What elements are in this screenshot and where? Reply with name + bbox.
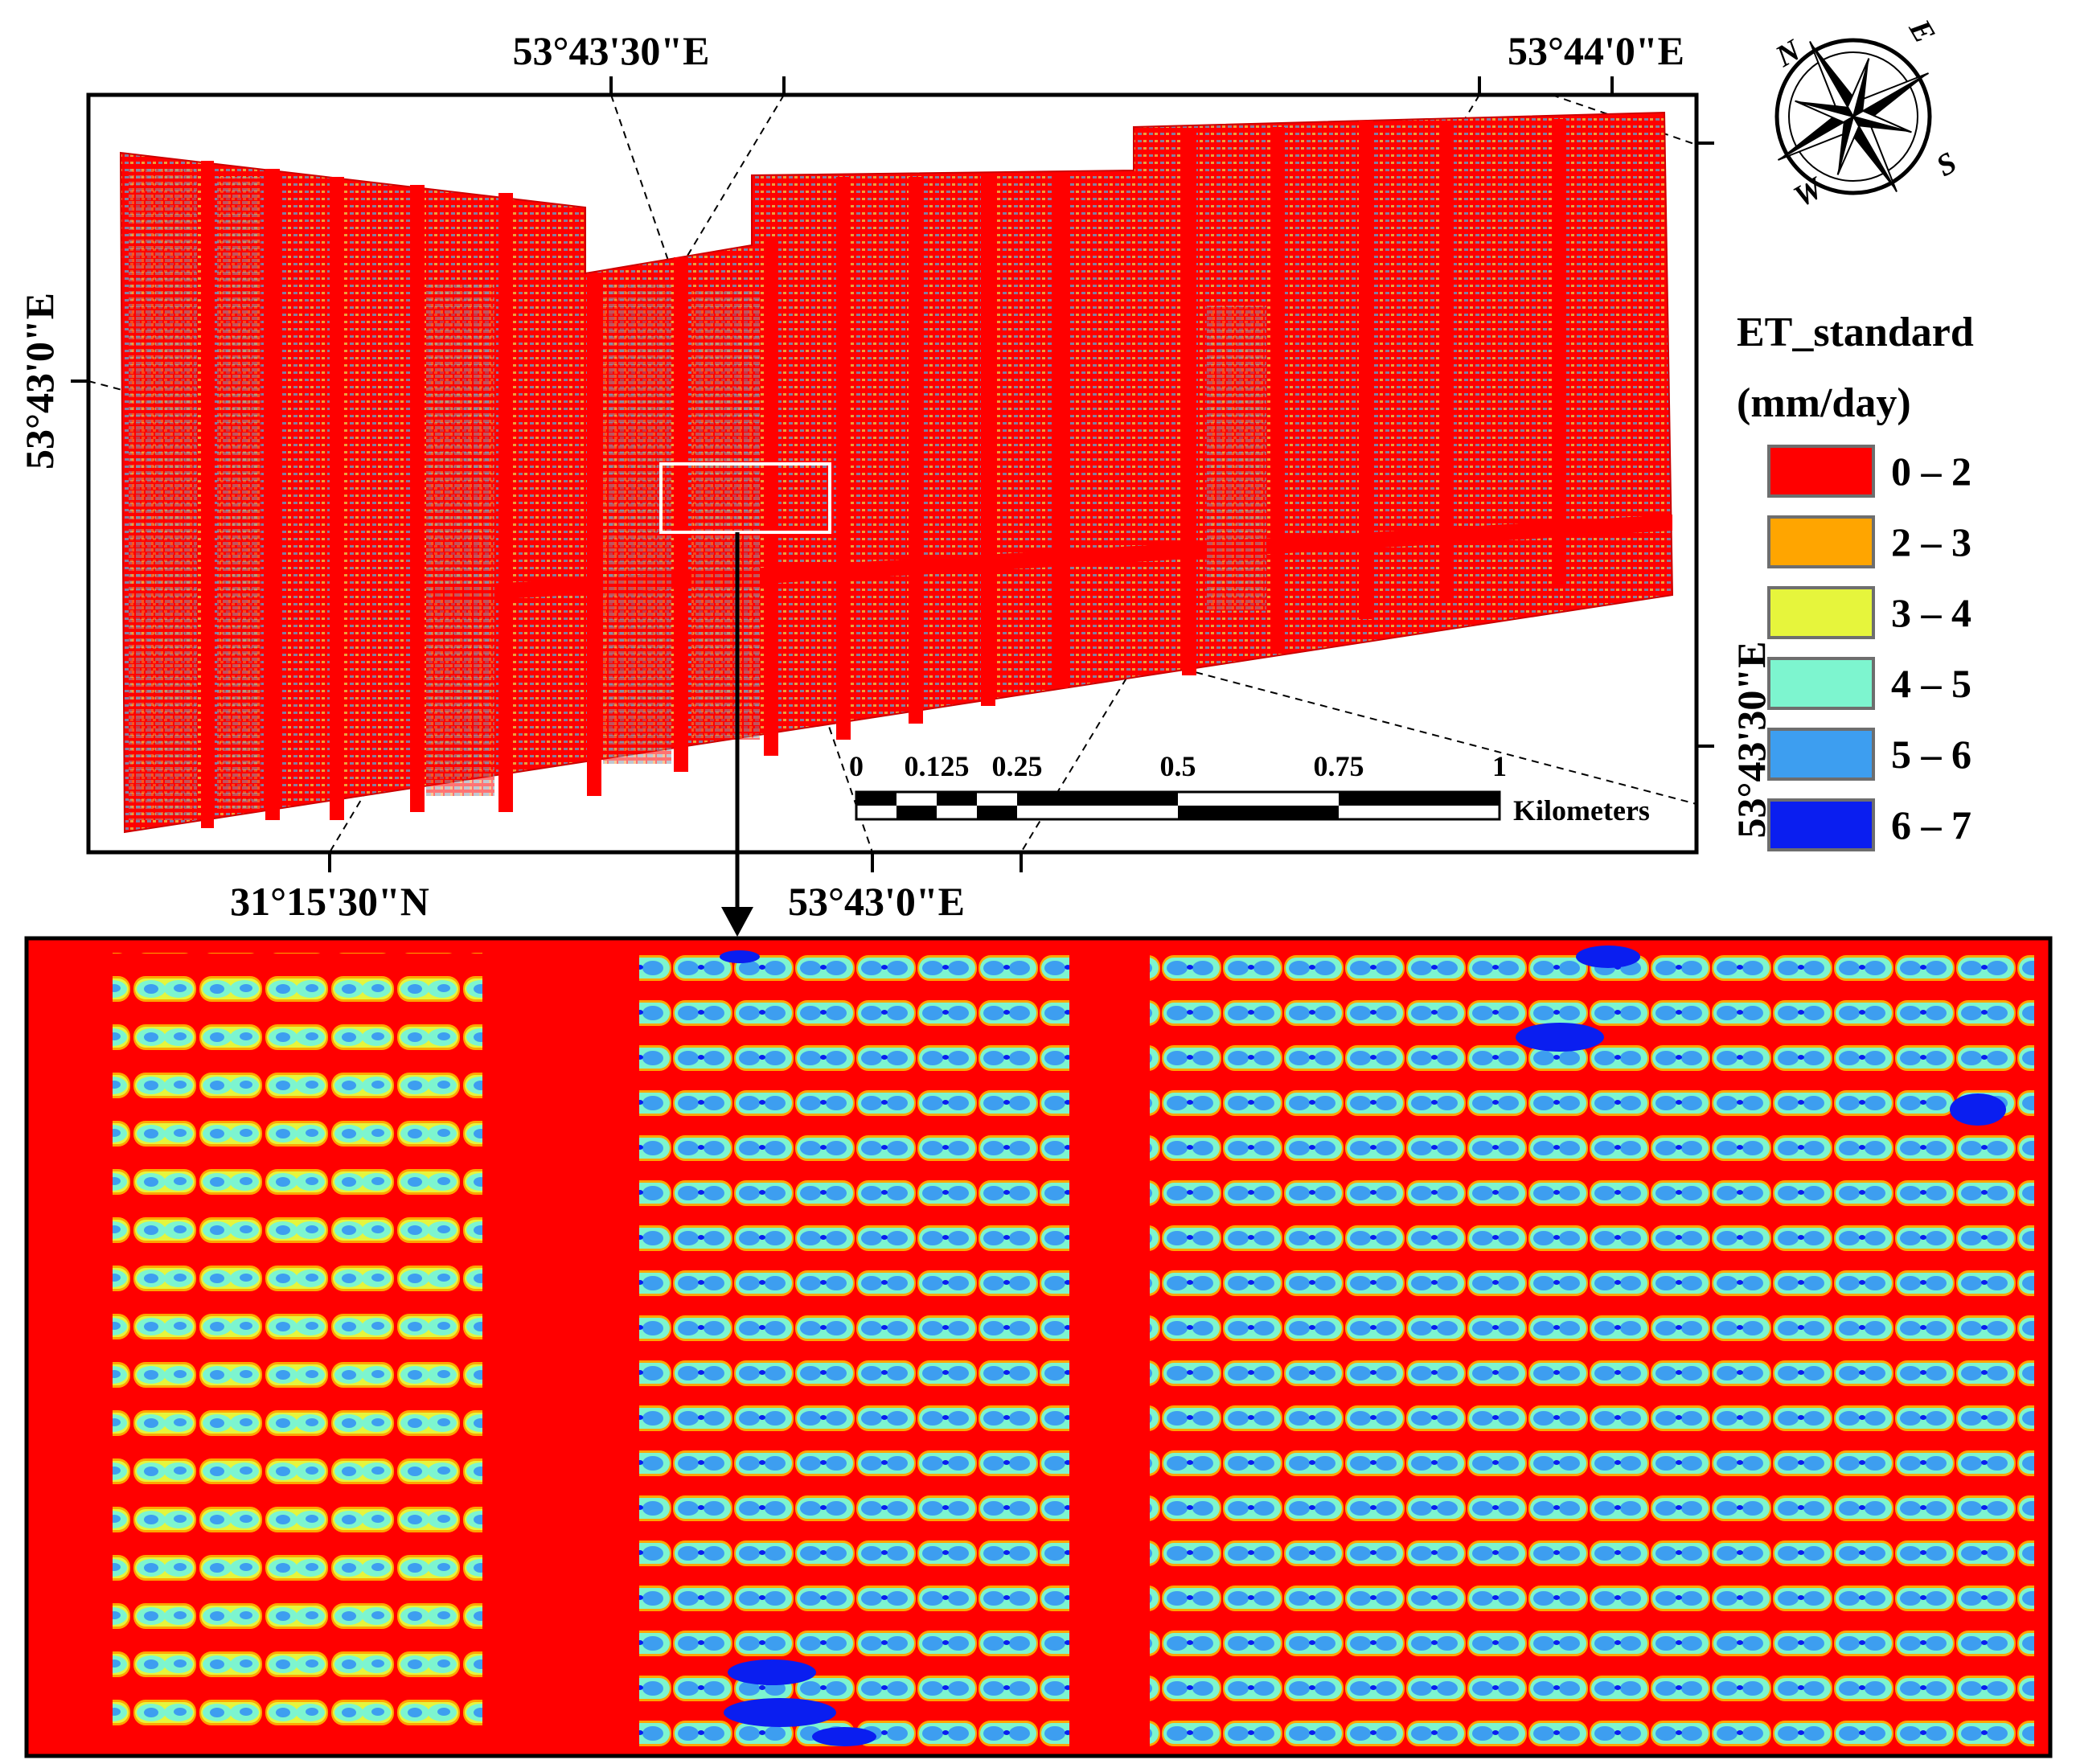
scale-tick-1: 1 [1492,750,1507,782]
vegetated-blocks [129,169,1266,820]
coord-bottom-left: 31°15'30"N [230,879,429,924]
legend-title: ET_standard [1737,310,1974,355]
legend-label: 0 – 2 [1891,449,1971,494]
compass-s: S [1930,146,1962,183]
coord-top-left: 53°43'30"E [513,28,710,73]
coord-top-right: 53°44'0"E [1508,28,1684,73]
legend-label: 6 – 7 [1891,802,1971,847]
legend-label: 5 – 6 [1891,732,1971,777]
legend-swatch [1767,445,1875,498]
scale-bar: 0 0.125 0.25 0.5 0.75 1 Kilometers [849,750,1650,827]
legend-swatch [1767,798,1875,851]
compass-n: N [1770,33,1807,74]
scale-tick-0: 0 [849,750,864,782]
inset-frame [24,936,2053,1758]
scale-tick-05: 0.5 [1160,750,1196,782]
inset-field-middle [635,949,1069,1749]
inset-locator-box [659,462,831,534]
scale-tick-0125: 0.125 [905,750,970,782]
scale-tick-075: 0.75 [1314,750,1364,782]
frame-ticks [71,76,1714,872]
scale-tick-025: 0.25 [992,750,1043,782]
legend-swatch [1767,728,1875,781]
zoom-inset [24,936,2053,1758]
coord-bottom-right: 53°43'0"E [788,879,965,924]
coord-left: 53°43'0"E [17,293,62,470]
overview-map: 53°43'30"E 53°44'0"E 53°43'0"E 53°43'30"… [17,28,1774,924]
scale-unit-label: Kilometers [1513,794,1650,827]
legend-swatch [1767,657,1875,710]
legend-label: 4 – 5 [1891,661,1971,706]
inset-field-right [1150,949,2034,1749]
inset-arrow [721,532,753,937]
legend: ET_standard (mm/day) 0 – 2 2 – 3 3 – 4 4 – … [1737,310,1974,851]
coord-right: 53°43'30"E [1729,642,1774,839]
legend-label: 2 – 3 [1891,519,1971,564]
legend-swatch [1767,515,1875,568]
legend-swatch [1767,586,1875,639]
legend-label: 3 – 4 [1891,590,1971,635]
compass-rose: N E S W [1770,14,1963,215]
compass-w: W [1788,170,1831,214]
compass-e: E [1902,14,1942,49]
legend-unit: (mm/day) [1737,380,1911,426]
inset-high-et-patches [720,946,2006,1746]
inset-field-left [113,953,482,1741]
